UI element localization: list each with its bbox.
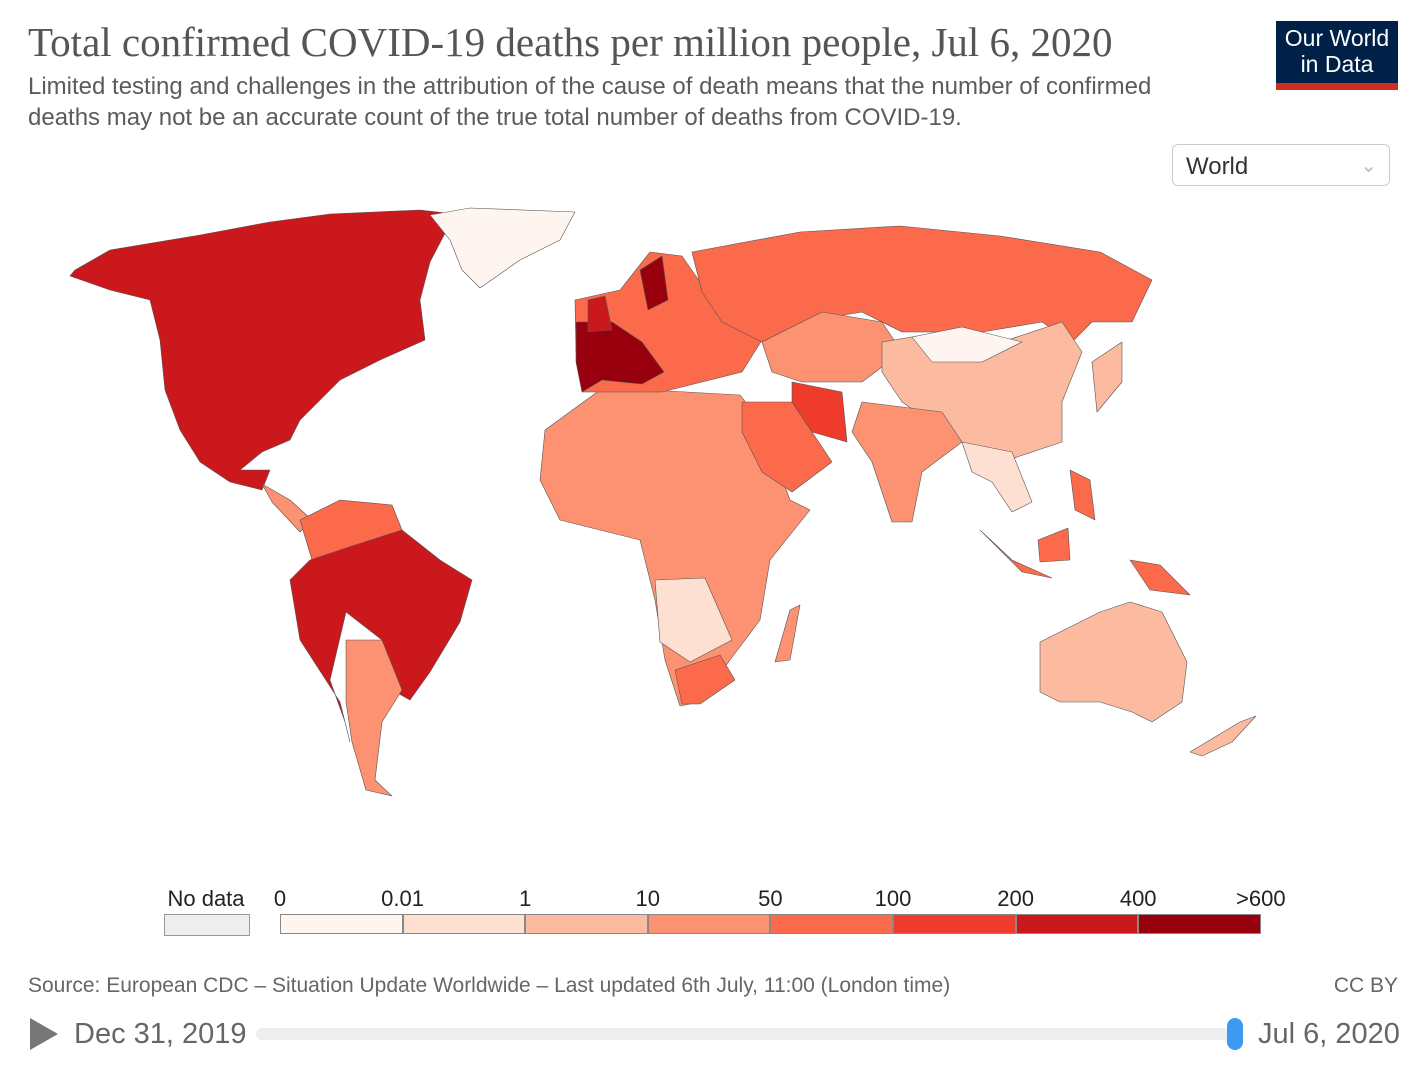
map-region-southeast-asia[interactable] (961, 441, 1033, 513)
timeline-start-date: Dec 31, 2019 (74, 1018, 247, 1050)
map-region-india[interactable] (851, 401, 963, 523)
legend-no-data-label: No data (167, 886, 245, 911)
legend-bin[interactable] (402, 914, 526, 934)
map-region-madagascar[interactable] (774, 604, 801, 663)
legend-tick-label: 50 (758, 886, 783, 911)
chevron-down-icon: ⌄ (1360, 155, 1377, 177)
legend-bin[interactable] (525, 914, 648, 934)
map-region-iran[interactable] (791, 381, 848, 443)
map-region-uk[interactable] (587, 295, 613, 333)
map-region-new-guinea[interactable] (1129, 559, 1191, 596)
legend: No data 0 0.01 1 10 50 100 200 400 >600 (0, 880, 1428, 940)
legend-bin[interactable] (770, 914, 893, 934)
timeline-end-date: Jul 6, 2020 (1258, 1018, 1400, 1050)
map-region-australia[interactable] (1039, 601, 1188, 723)
legend-tick-label: 400 (1119, 886, 1157, 911)
map-region-sweden[interactable] (639, 255, 669, 311)
play-icon[interactable] (30, 1018, 58, 1050)
map-region-japan[interactable] (1091, 341, 1123, 413)
world-map[interactable] (0, 190, 1428, 830)
region-select[interactable]: World ⌄ (1172, 144, 1390, 186)
legend-tick-label: 100 (874, 886, 912, 911)
legend-tick-label: 1 (519, 886, 532, 911)
license-link[interactable]: CC BY (1333, 974, 1398, 997)
chart-title: Total confirmed COVID-19 deaths per mill… (28, 19, 1113, 65)
legend-tick-label: 10 (635, 886, 661, 911)
legend-tick-label: 0 (273, 886, 287, 911)
map-region-greenland[interactable] (429, 207, 576, 289)
legend-tick-label: >600 (1236, 886, 1286, 911)
map-region-argentina[interactable] (345, 639, 403, 797)
chart-subtitle: Limited testing and challenges in the at… (28, 73, 1152, 131)
legend-bin[interactable] (280, 914, 403, 934)
map-region-central-africa[interactable] (654, 577, 733, 663)
map-region-mongolia[interactable] (911, 326, 1023, 363)
legend-no-data-swatch (164, 914, 250, 936)
legend-bin[interactable] (1015, 914, 1139, 934)
map-region-indonesia[interactable] (979, 529, 1053, 579)
map-region-russia[interactable] (691, 225, 1153, 343)
timeline-handle[interactable] (1227, 1018, 1243, 1050)
legend-tick-label: 200 (997, 886, 1034, 911)
legend-bin[interactable] (1138, 914, 1261, 934)
map-region-north-america[interactable] (69, 209, 456, 491)
map-region-new-zealand[interactable] (1189, 715, 1257, 757)
map-region-philippines[interactable] (1069, 469, 1096, 521)
source-note: Source: European CDC – Situation Update … (28, 974, 951, 997)
timeline-slider[interactable] (256, 1028, 1236, 1040)
owid-logo[interactable]: Our World in Data (1276, 21, 1398, 90)
legend-tick-label: 0.01 (381, 886, 425, 911)
map-region-borneo[interactable] (1037, 527, 1071, 563)
legend-bin[interactable] (893, 914, 1016, 934)
map-region-africa[interactable] (539, 389, 811, 707)
map-region-south-africa[interactable] (674, 654, 736, 705)
region-select-value: World (1186, 153, 1249, 180)
legend-bin[interactable] (647, 914, 771, 934)
map-region-western-europe[interactable] (575, 321, 665, 393)
